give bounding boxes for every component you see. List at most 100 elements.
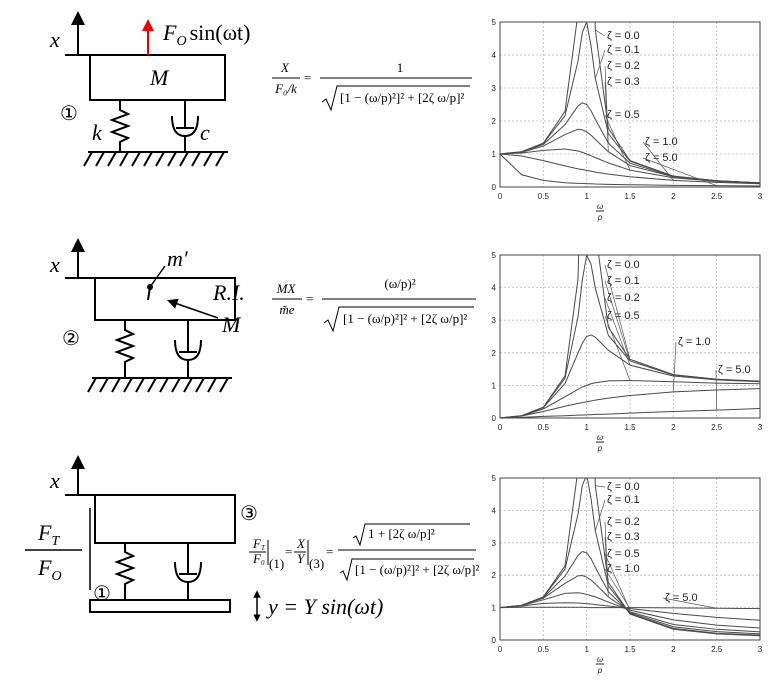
- lhs-a-denominator: F0: [252, 551, 265, 567]
- leader-line: [604, 297, 631, 366]
- rhs-denominator: [1 − (ω/p)²]² + [2ζ ω/p]²: [343, 311, 467, 326]
- series-line: [500, 550, 760, 635]
- x-label: x: [49, 27, 60, 52]
- leader-line: [604, 65, 609, 144]
- y-tick-label: 2: [492, 117, 497, 126]
- y-tick-label: 1: [492, 604, 497, 613]
- series-label: ζ = 0.5: [607, 310, 640, 322]
- spring-label: k: [92, 120, 103, 145]
- series-line: [500, 575, 760, 633]
- series-line: [500, 380, 760, 418]
- leader-line: [604, 114, 631, 171]
- x-label: x: [49, 468, 60, 493]
- rhs-denominator: [1 − (ω/p)²]² + [2ζ ω/p]²: [340, 90, 464, 105]
- x-tick-label: 0.5: [538, 192, 550, 201]
- force-symbol: F: [162, 20, 177, 45]
- x-label: x: [49, 252, 60, 277]
- subscript: T: [261, 544, 266, 552]
- base-plate: [89, 599, 231, 613]
- mass-block: [94, 494, 236, 544]
- leader-line: [604, 81, 609, 152]
- series-label: ζ = 1.0: [678, 336, 711, 348]
- x-tick-label: 1.5: [624, 645, 636, 654]
- ratio-case-number: ①: [93, 581, 111, 605]
- x-tick-label: 0: [498, 423, 503, 432]
- y-tick-label: 1: [492, 150, 497, 159]
- base-motion-label: y = Y sin(ωt): [266, 594, 383, 619]
- x-tick-label: 3: [758, 423, 763, 432]
- lhs-a-numerator: FT: [252, 536, 266, 552]
- series-label: ζ = 5.0: [665, 592, 698, 604]
- lhs-b-denominator: Y: [297, 551, 306, 566]
- diagram-3: x ③ y = Y sin(ωt) FT FO ①: [25, 455, 383, 622]
- damper: [171, 100, 199, 152]
- y-tick-label: 3: [492, 316, 497, 325]
- spring: [114, 543, 136, 600]
- formula-3: FT F0 (1) = X Y (3) = 1 + [2ζ ω/p]² [1 −…: [249, 523, 479, 582]
- force-function: sin(ωt): [190, 20, 251, 45]
- y-tick-label: 3: [492, 539, 497, 548]
- formula-2: MX m̃e = (ω/p)² [1 − (ω/p)²]² + [2ζ ω/p]…: [272, 276, 476, 333]
- series-label: ζ = 0.1: [607, 494, 640, 506]
- series-line: [500, 22, 760, 184]
- y-tick-label: 3: [492, 84, 497, 93]
- spring: [109, 100, 131, 152]
- series-line: [500, 602, 760, 621]
- mass-label: M: [149, 65, 170, 90]
- damper: [174, 543, 202, 600]
- x-tick-label: 2: [671, 645, 676, 654]
- series-label: ζ = 0.5: [607, 109, 640, 121]
- diagram-2: x m′ R.I. M ②: [49, 238, 245, 393]
- series-label: ζ = 1.0: [645, 136, 678, 148]
- x-tick-label: 1.5: [624, 423, 636, 432]
- leader-line: [594, 499, 606, 531]
- mass-label: M: [221, 312, 242, 337]
- x-tick-label: 2: [671, 192, 676, 201]
- leader-line: [595, 49, 606, 79]
- mass-block: [94, 277, 236, 321]
- subscript: 0: [261, 559, 265, 567]
- force-label: FO sin(ωt): [162, 20, 251, 49]
- diagram-1: x M FO sin(ωt) k c ①: [49, 11, 251, 167]
- ground: [83, 151, 228, 167]
- y-tick-label: 4: [492, 51, 497, 60]
- series-line: [500, 153, 760, 187]
- damper: [174, 320, 202, 378]
- x-tick-label: 2: [671, 423, 676, 432]
- leader-line: [604, 264, 631, 360]
- x-tick-label: 1: [584, 645, 589, 654]
- series-label: ζ = 0.0: [607, 481, 640, 493]
- series-line: [500, 128, 760, 184]
- plot-frame: [499, 477, 761, 641]
- ratio-numerator: FT: [37, 520, 60, 549]
- series-label: ζ = 0.0: [607, 259, 640, 271]
- leader-line: [672, 341, 677, 392]
- x-tick-label: 1: [584, 192, 589, 201]
- y-tick-label: 2: [492, 349, 497, 358]
- x-tick-label: 0.5: [538, 423, 550, 432]
- eccentric-arm: [147, 286, 151, 301]
- y-tick-label: 4: [492, 506, 497, 515]
- x-tick-label: 2.5: [711, 645, 723, 654]
- equals: =: [285, 544, 292, 559]
- series-label: ζ = 0.1: [607, 275, 640, 287]
- series-line: [500, 388, 760, 418]
- ratio-numerator-subscript: T: [51, 534, 60, 549]
- x-tick-label: 1: [584, 423, 589, 432]
- x-tick-label: 2.5: [711, 423, 723, 432]
- symbol: F: [252, 536, 262, 551]
- equals: =: [326, 544, 333, 559]
- x-axis-label-denominator: p: [597, 444, 603, 453]
- series-label: ζ = 0.2: [607, 516, 640, 528]
- series-line: [500, 478, 760, 636]
- leader-line: [595, 29, 606, 37]
- x-axis-label-numerator: ω: [597, 433, 603, 442]
- leader-line: [642, 141, 674, 181]
- lhs-b-numerator: X: [296, 536, 306, 551]
- rhs-denominator: [1 − (ω/p)²]² + [2ζ ω/p]²: [355, 562, 479, 577]
- formula-1: X F₀/k = 1 [1 − (ω/p)²]² + [2ζ ω/p]²: [272, 60, 472, 112]
